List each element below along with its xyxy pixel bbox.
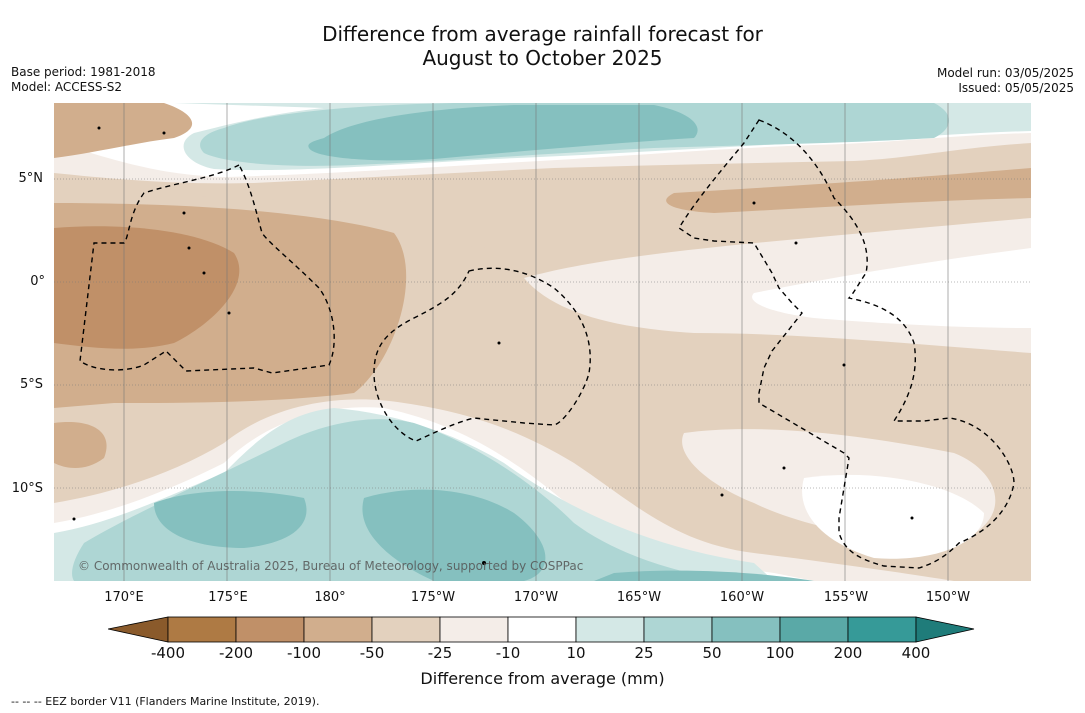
rainfall-map xyxy=(54,103,1031,581)
model-name: Model: ACCESS-S2 xyxy=(11,80,123,94)
eez-borders xyxy=(79,119,1015,569)
issued-date: Issued: 05/05/2025 xyxy=(958,81,1074,95)
colorbar-segment xyxy=(507,616,577,643)
lat-label-10s: 10°S xyxy=(11,481,43,496)
title-line-2: August to October 2025 xyxy=(422,46,663,70)
lon-label-175w: 175°W xyxy=(410,590,456,605)
colorbar-segment xyxy=(439,616,509,643)
west-brown-core xyxy=(54,226,240,349)
lon-label-170w: 170°W xyxy=(513,590,559,605)
lon-label-170e: 170°E xyxy=(104,590,144,605)
colorbar-segment xyxy=(575,616,645,643)
south-teal-dark-west xyxy=(154,491,307,548)
lat-label-0: 0° xyxy=(30,274,45,289)
meta-right: Model run: 03/05/2025 Issued: 05/05/2025 xyxy=(937,66,1074,96)
islands xyxy=(72,126,914,565)
southwest-tan xyxy=(54,422,107,468)
cb-tick: -400 xyxy=(150,644,186,662)
eez-west xyxy=(79,164,335,374)
colorbar-segment xyxy=(235,616,305,643)
eez-east xyxy=(678,119,1015,569)
southeast-white xyxy=(802,474,984,559)
lon-label-160w: 160°W xyxy=(719,590,765,605)
lon-label-150w: 150°W xyxy=(925,590,971,605)
lat-label-5n: 5°N xyxy=(18,171,44,186)
colorbar-segment xyxy=(847,616,917,643)
lat-label-5s: 5°S xyxy=(19,377,43,392)
northwest-tan xyxy=(54,103,193,158)
graticule xyxy=(123,103,949,581)
cb-tick: 200 xyxy=(833,644,863,662)
colorbar-segment xyxy=(711,616,781,643)
cb-tick: -10 xyxy=(495,644,521,662)
colorbar-segment xyxy=(643,616,713,643)
colorbar xyxy=(107,616,978,648)
title-line-1: Difference from average rainfall forecas… xyxy=(322,22,763,46)
south-teal-dark-center xyxy=(362,489,546,581)
lon-label-165w: 165°W xyxy=(616,590,662,605)
cb-tick: 10 xyxy=(566,644,586,662)
base-period: Base period: 1981-2018 xyxy=(11,65,156,79)
map-title: Difference from average rainfall forecas… xyxy=(0,22,1085,70)
meta-left: Base period: 1981-2018 Model: ACCESS-S2 xyxy=(11,65,156,95)
colorbar-arrow-high xyxy=(915,616,975,643)
cb-tick: -50 xyxy=(359,644,385,662)
colorbar-arrow-low xyxy=(107,616,169,643)
cb-tick: 400 xyxy=(901,644,931,662)
cb-tick: 100 xyxy=(765,644,795,662)
colorbar-title: Difference from average (mm) xyxy=(420,669,665,688)
cb-tick: -200 xyxy=(218,644,254,662)
east-white-region xyxy=(752,248,1031,328)
copyright-notice: © Commonwealth of Australia 2025, Bureau… xyxy=(78,559,584,573)
colorbar-segment xyxy=(303,616,373,643)
colorbar-segment xyxy=(371,616,441,643)
north-teal-dark xyxy=(308,105,698,161)
eez-center xyxy=(373,267,591,442)
lon-label-155w: 155°W xyxy=(823,590,869,605)
cb-tick: -25 xyxy=(427,644,453,662)
colorbar-segment xyxy=(779,616,849,643)
cb-tick: -100 xyxy=(286,644,322,662)
model-run: Model run: 03/05/2025 xyxy=(936,66,1074,80)
cb-tick: 25 xyxy=(634,644,654,662)
colorbar-segment xyxy=(167,616,237,643)
lon-label-175e: 175°E xyxy=(208,590,248,605)
cb-tick: 50 xyxy=(702,644,722,662)
eez-legend: -- -- -- EEZ border V11 (Flanders Marine… xyxy=(11,695,320,708)
map-canvas xyxy=(54,103,1031,581)
colorbar-svg xyxy=(107,616,975,643)
south-teal-dark-east xyxy=(594,570,814,581)
graticule-lat xyxy=(54,178,1031,489)
lon-label-180: 180° xyxy=(314,590,346,605)
